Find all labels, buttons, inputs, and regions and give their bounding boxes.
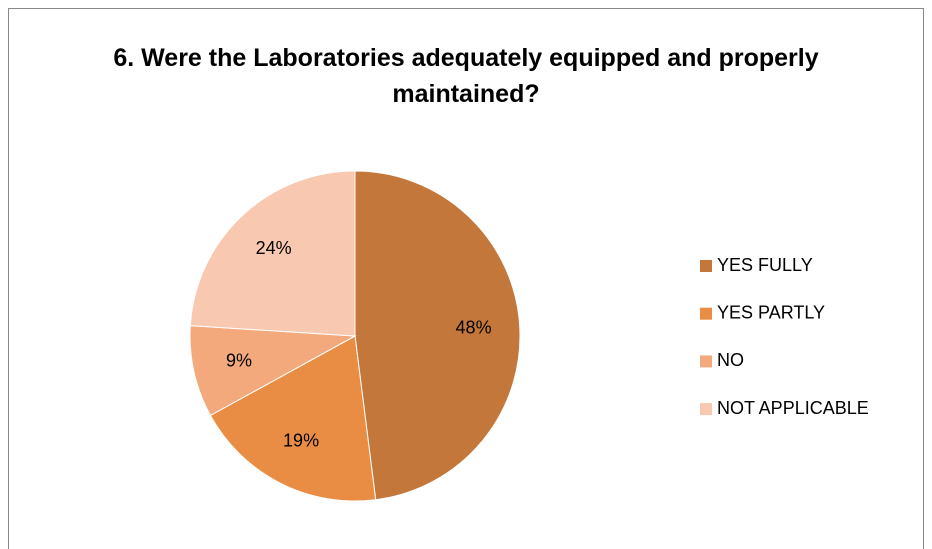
legend-label: NOT APPLICABLE bbox=[717, 398, 869, 418]
pie-slice bbox=[354, 170, 521, 501]
pie-slice bbox=[189, 325, 357, 417]
legend-swatch bbox=[700, 260, 712, 272]
pie-slice bbox=[209, 335, 377, 502]
data-label: 9% bbox=[226, 351, 252, 371]
data-label: 24% bbox=[256, 238, 292, 258]
data-label: 48% bbox=[456, 317, 492, 337]
legend-label: NO bbox=[717, 350, 744, 370]
legend-swatch bbox=[700, 403, 712, 416]
legend-swatch bbox=[700, 307, 712, 320]
pie-slice bbox=[189, 170, 356, 337]
legend-swatch bbox=[700, 355, 712, 368]
data-label: 19% bbox=[283, 431, 319, 451]
legend-label: YES FULLY bbox=[717, 255, 813, 275]
legend-label: YES PARTLY bbox=[717, 302, 825, 322]
chart-title: 6. Were the Laboratories adequately equi… bbox=[113, 44, 819, 108]
